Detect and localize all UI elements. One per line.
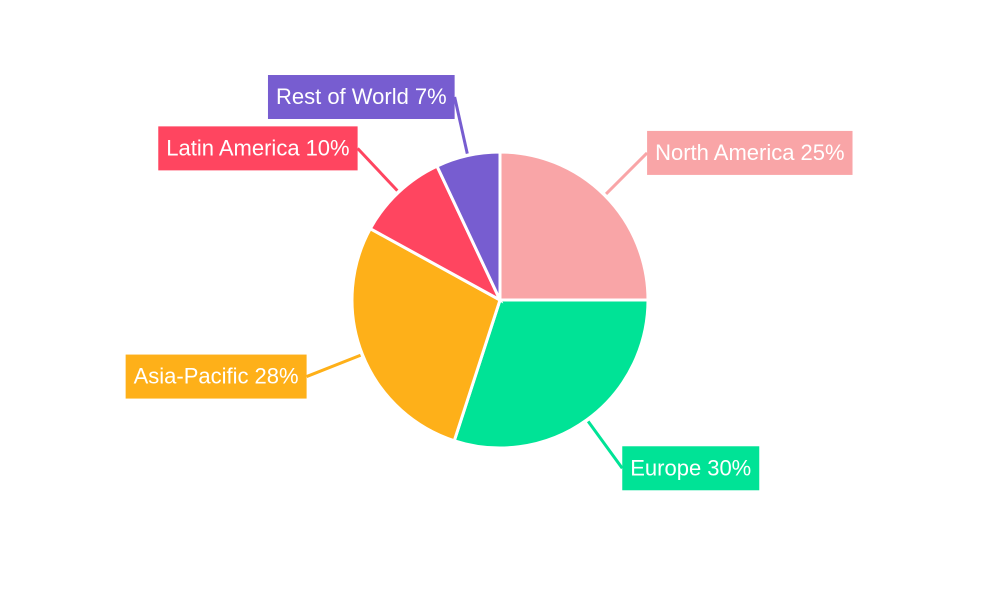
label-text: Asia-Pacific 28% [134, 363, 299, 388]
pie-slice [368, 164, 504, 304]
label-value: 25% [800, 140, 844, 165]
label-box [125, 354, 307, 399]
pie-slice [434, 150, 502, 301]
data-label: Asia-Pacific 28% [125, 354, 307, 399]
label-box [267, 75, 455, 120]
pie-slice [452, 298, 650, 450]
data-label: Rest of World 7% [267, 75, 455, 120]
data-label: Latin America 10% [158, 126, 358, 171]
data-label: North America 25% [647, 130, 853, 175]
pie-slice [498, 150, 650, 302]
leader-line [306, 353, 362, 378]
label-category: North America [655, 140, 795, 165]
label-value: 7% [415, 84, 447, 109]
label-value: 10% [306, 135, 350, 160]
leader-line [453, 96, 469, 154]
label-box [647, 130, 853, 175]
label-category: Asia-Pacific [134, 363, 249, 388]
label-text: North America 25% [655, 140, 844, 165]
label-value: 28% [255, 363, 299, 388]
label-category: Latin America [166, 135, 300, 160]
pie-slice [350, 226, 502, 443]
label-box [158, 126, 358, 171]
leader-line [586, 420, 624, 470]
leader-line [605, 151, 649, 195]
label-text: Europe 30% [630, 455, 751, 480]
label-category: Europe [630, 455, 701, 480]
label-text: Rest of World 7% [276, 84, 447, 109]
label-text: Latin America 10% [166, 135, 349, 160]
data-label: Europe 30% [622, 446, 760, 491]
label-category: Rest of World [276, 84, 409, 109]
leader-line [356, 147, 399, 192]
label-value: 30% [707, 455, 751, 480]
label-box [622, 446, 760, 491]
